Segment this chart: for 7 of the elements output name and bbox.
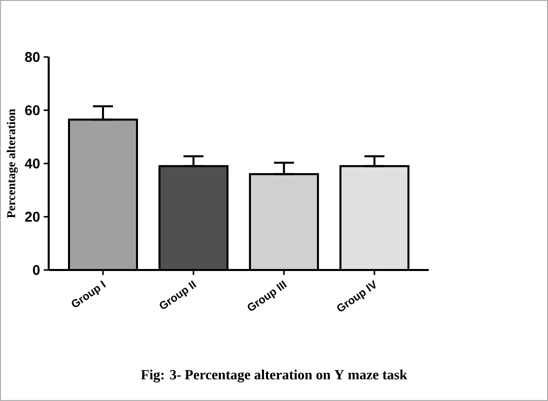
- y-tick-label: 60: [25, 105, 40, 116]
- y-tick-label: 80: [25, 52, 40, 62]
- y-tick-label: 20: [25, 212, 40, 222]
- y-axis-title: Percentage alteration: [6, 108, 18, 218]
- y-tick-label: 40: [24, 158, 40, 168]
- text: Fig: 3- Percentage alteration on Y maze task: [141, 370, 408, 382]
- y-tick-label: 0: [32, 265, 40, 275]
